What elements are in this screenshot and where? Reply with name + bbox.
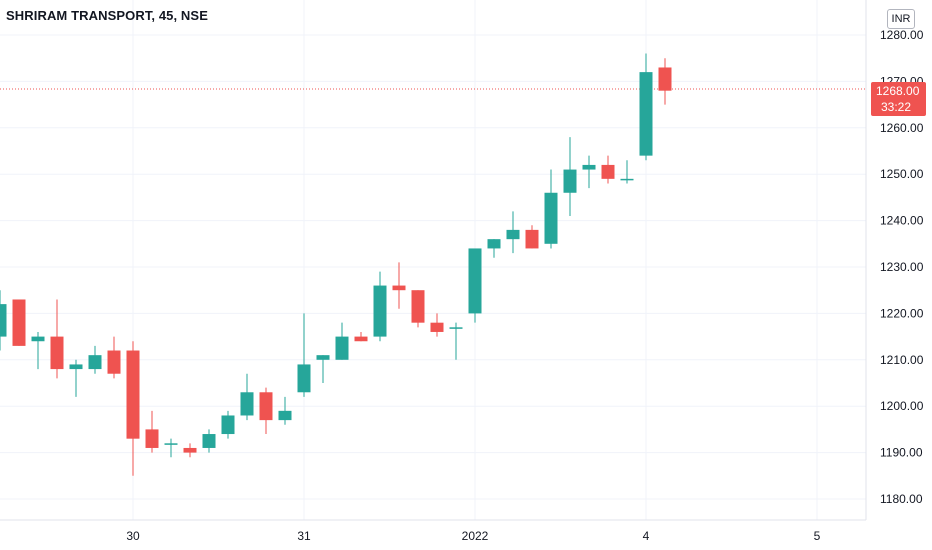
candle-body xyxy=(392,285,406,291)
candle[interactable] xyxy=(468,248,482,323)
candle-body xyxy=(31,336,45,342)
candle-body xyxy=(468,248,482,314)
y-tick-label: 1220.00 xyxy=(880,306,924,320)
candle-body xyxy=(411,290,425,323)
y-tick-label: 1230.00 xyxy=(880,260,924,274)
candle-body xyxy=(506,229,520,240)
candle-body xyxy=(449,327,463,329)
candle-body xyxy=(563,169,577,193)
candle-body xyxy=(12,299,26,346)
candle[interactable] xyxy=(221,410,235,439)
candle-body xyxy=(639,72,653,156)
candle-body xyxy=(316,355,330,360)
candle[interactable] xyxy=(145,410,159,453)
bar-countdown: 33:22 xyxy=(881,100,912,114)
candle-body xyxy=(0,304,7,337)
candle[interactable] xyxy=(620,160,634,184)
candle-body xyxy=(259,392,273,421)
candle[interactable] xyxy=(202,429,216,453)
candle-body xyxy=(525,229,539,249)
candle[interactable] xyxy=(658,58,672,105)
candle[interactable] xyxy=(639,53,653,161)
x-tick-label: 5 xyxy=(814,529,821,543)
last-price-value: 1268.00 xyxy=(876,84,920,98)
candle[interactable] xyxy=(316,355,330,383)
price-axis: 1280.001270.001260.001250.001240.001230.… xyxy=(880,28,924,506)
y-tick-label: 1210.00 xyxy=(880,353,924,367)
candle[interactable] xyxy=(0,290,7,351)
candle[interactable] xyxy=(411,290,425,328)
candle[interactable] xyxy=(164,438,178,458)
candle-body xyxy=(221,415,235,435)
candle[interactable] xyxy=(107,336,121,379)
currency-button[interactable]: INR xyxy=(887,9,915,29)
candles-layer xyxy=(0,53,672,476)
candle-body xyxy=(335,336,349,360)
candle[interactable] xyxy=(449,322,463,360)
candle[interactable] xyxy=(563,137,577,216)
candle[interactable] xyxy=(335,322,349,360)
y-tick-label: 1240.00 xyxy=(880,214,924,228)
candle-body xyxy=(50,336,64,370)
y-tick-label: 1280.00 xyxy=(880,28,924,42)
candle-body xyxy=(373,285,387,337)
symbol-title: SHRIRAM TRANSPORT, 45, NSE xyxy=(6,8,208,23)
candle[interactable] xyxy=(12,299,26,346)
x-tick-label: 30 xyxy=(126,529,140,543)
candle-body xyxy=(601,164,615,179)
candle-body xyxy=(278,410,292,421)
y-tick-label: 1260.00 xyxy=(880,121,924,135)
candle-body xyxy=(69,364,83,370)
candle[interactable] xyxy=(487,239,501,258)
candle[interactable] xyxy=(259,387,273,435)
time-axis: 30 31 2022 4 5 xyxy=(126,529,820,543)
candle-body xyxy=(107,350,121,374)
candle[interactable] xyxy=(69,359,83,397)
candle-body xyxy=(430,322,444,332)
candle[interactable] xyxy=(582,155,596,189)
candle[interactable] xyxy=(544,169,558,249)
y-tick-label: 1200.00 xyxy=(880,399,924,413)
candle[interactable] xyxy=(278,396,292,425)
candle-body xyxy=(354,336,368,342)
candle[interactable] xyxy=(392,262,406,309)
x-tick-label: 2022 xyxy=(462,529,489,543)
candle-body xyxy=(240,392,254,416)
candle[interactable] xyxy=(240,373,254,421)
candle-body xyxy=(183,447,197,453)
candle[interactable] xyxy=(126,341,140,476)
chart-grid xyxy=(0,0,866,520)
candle-body xyxy=(145,429,159,448)
candle-body xyxy=(582,164,596,170)
y-tick-label: 1190.00 xyxy=(880,446,923,460)
candle[interactable] xyxy=(183,443,197,458)
candle[interactable] xyxy=(525,225,539,249)
candle[interactable] xyxy=(354,331,368,342)
x-tick-label: 31 xyxy=(297,529,311,543)
candle[interactable] xyxy=(50,299,64,379)
candle[interactable] xyxy=(506,211,520,254)
candle-body xyxy=(544,192,558,244)
candle[interactable] xyxy=(88,345,102,374)
y-tick-label: 1250.00 xyxy=(880,167,924,181)
last-price-tag: 1268.00 33:22 xyxy=(871,82,926,116)
candle-body xyxy=(487,239,501,249)
candle-body xyxy=(126,350,140,439)
candle-body xyxy=(164,443,178,445)
candle-body xyxy=(202,434,216,448)
candle[interactable] xyxy=(373,271,387,342)
candle[interactable] xyxy=(31,331,45,370)
x-tick-label: 4 xyxy=(643,529,650,543)
candle-body xyxy=(297,364,311,393)
candle-body xyxy=(658,67,672,91)
y-tick-label: 1180.00 xyxy=(880,492,923,506)
candle[interactable] xyxy=(297,313,311,397)
candle[interactable] xyxy=(601,155,615,184)
candle[interactable] xyxy=(430,313,444,337)
candle-body xyxy=(620,178,634,181)
candle-body xyxy=(88,355,102,370)
